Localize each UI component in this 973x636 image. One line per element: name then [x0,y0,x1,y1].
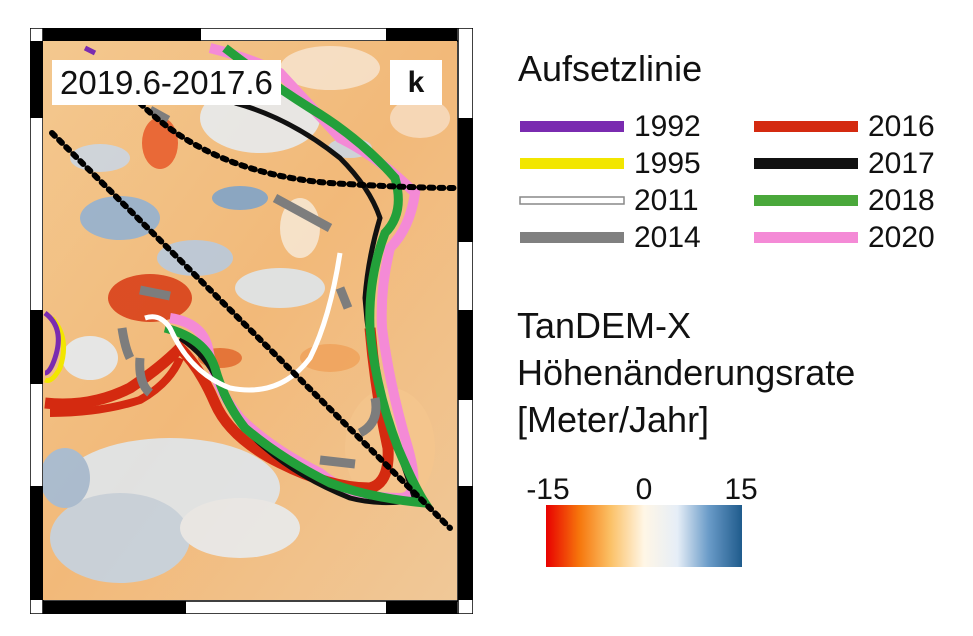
map-image [30,28,473,614]
legend-item-2014: 2014 [518,221,701,255]
legend-year-label: 1995 [634,147,701,180]
grounding-line-2014 [117,106,381,469]
colorbar-tick-zero: 0 [635,473,653,506]
colorbar-title-line: TanDEM-X [517,305,692,346]
legend-swatch-2014 [518,221,626,255]
colorbar-tick-max: 15 [724,473,758,506]
legend-item-2017: 2017 [752,147,935,181]
profile-line-upper [137,100,457,191]
legend-swatch-2017 [752,147,860,181]
panel-letter: k [390,60,442,105]
colorbar [546,505,742,567]
colorbar-title-line: Höhenänderungsrate [517,352,856,393]
legend-item-2011: 2011 [518,184,699,218]
legend-item-2018: 2018 [752,184,935,218]
grounding-line-1992 [83,45,97,56]
legend-title: Aufsetzlinie [518,48,703,89]
legend-item-2020: 2020 [752,221,935,255]
legend-year-label: 2016 [868,110,935,143]
map-scale-bar [30,28,473,614]
map-panel: 2019.6-2017.6 k [30,28,473,614]
legend-year-label: 2020 [868,221,935,254]
legend-swatch-1992 [518,110,626,144]
legend-swatch-2018 [752,184,860,218]
profile-line-diagonal [49,130,453,531]
legend-year-label: 2011 [634,184,699,217]
colorbar-title-line: [Meter/Jahr] [517,399,710,440]
legend-year-label: 2014 [634,221,701,254]
legend-year-label: 2018 [868,184,935,217]
period-label: 2019.6-2017.6 [52,60,281,105]
grounding-line-2011 [144,252,343,393]
colorbar-title: TanDEM-X Höhenänderungsrate [Meter/Jahr] [517,302,855,443]
legend-swatch-2020 [752,221,860,255]
legend-year-label: 2017 [868,147,935,180]
legend-swatch-1995 [518,147,626,181]
legend-year-label: 1992 [634,110,701,143]
legend-item-1995: 1995 [518,147,701,181]
grounding-line-1995 [44,316,67,383]
legend-item-2016: 2016 [752,110,935,144]
colorbar-tick-min: -15 [526,473,570,506]
grounding-line-2016 [44,327,394,494]
legend-swatch-2011 [518,184,626,218]
legend-item-1992: 1992 [518,110,701,144]
legend-swatch-2016 [752,110,860,144]
grounding-line-2018 [163,44,434,509]
height-change-map [43,41,457,600]
